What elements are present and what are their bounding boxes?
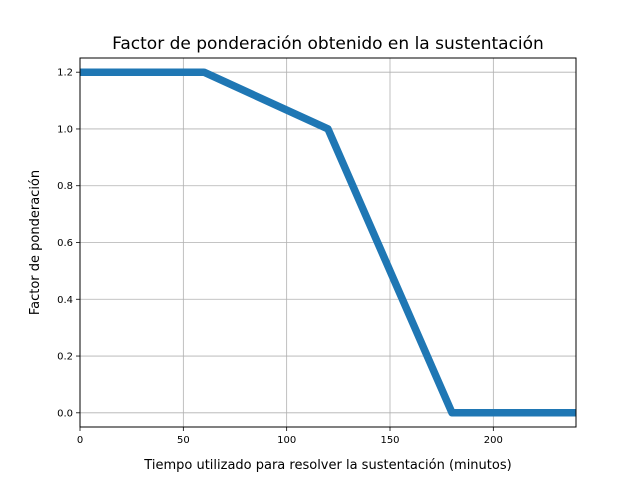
series-layer — [80, 68, 576, 417]
x-tick-label: 150 — [380, 435, 399, 446]
y-tick-label: 0.0 — [57, 408, 73, 419]
chart-title: Factor de ponderación obtenido en la sus… — [112, 34, 544, 54]
y-tick-label: 0.8 — [57, 181, 73, 192]
y-axis-label: Factor de ponderación — [28, 170, 43, 315]
y-tick-label: 1.0 — [57, 124, 73, 135]
y-tick-label: 0.2 — [57, 352, 73, 363]
x-tick-label: 0 — [77, 435, 83, 446]
grid — [79, 58, 576, 427]
y-tick-label: 0.4 — [57, 295, 73, 306]
series-line — [80, 68, 576, 417]
x-axis-label: Tiempo utilizado para resolver la susten… — [143, 458, 511, 473]
x-tick-label: 200 — [484, 435, 503, 446]
ticks: 0 50 100 150 200 0.0 0.2 0.4 0.6 0.8 1.0 1.2 — [57, 68, 503, 446]
y-tick-label: 0.6 — [57, 238, 73, 249]
x-tick-label: 100 — [277, 435, 296, 446]
y-tick-label: 1.2 — [57, 68, 73, 79]
x-tick-label: 50 — [177, 435, 190, 446]
